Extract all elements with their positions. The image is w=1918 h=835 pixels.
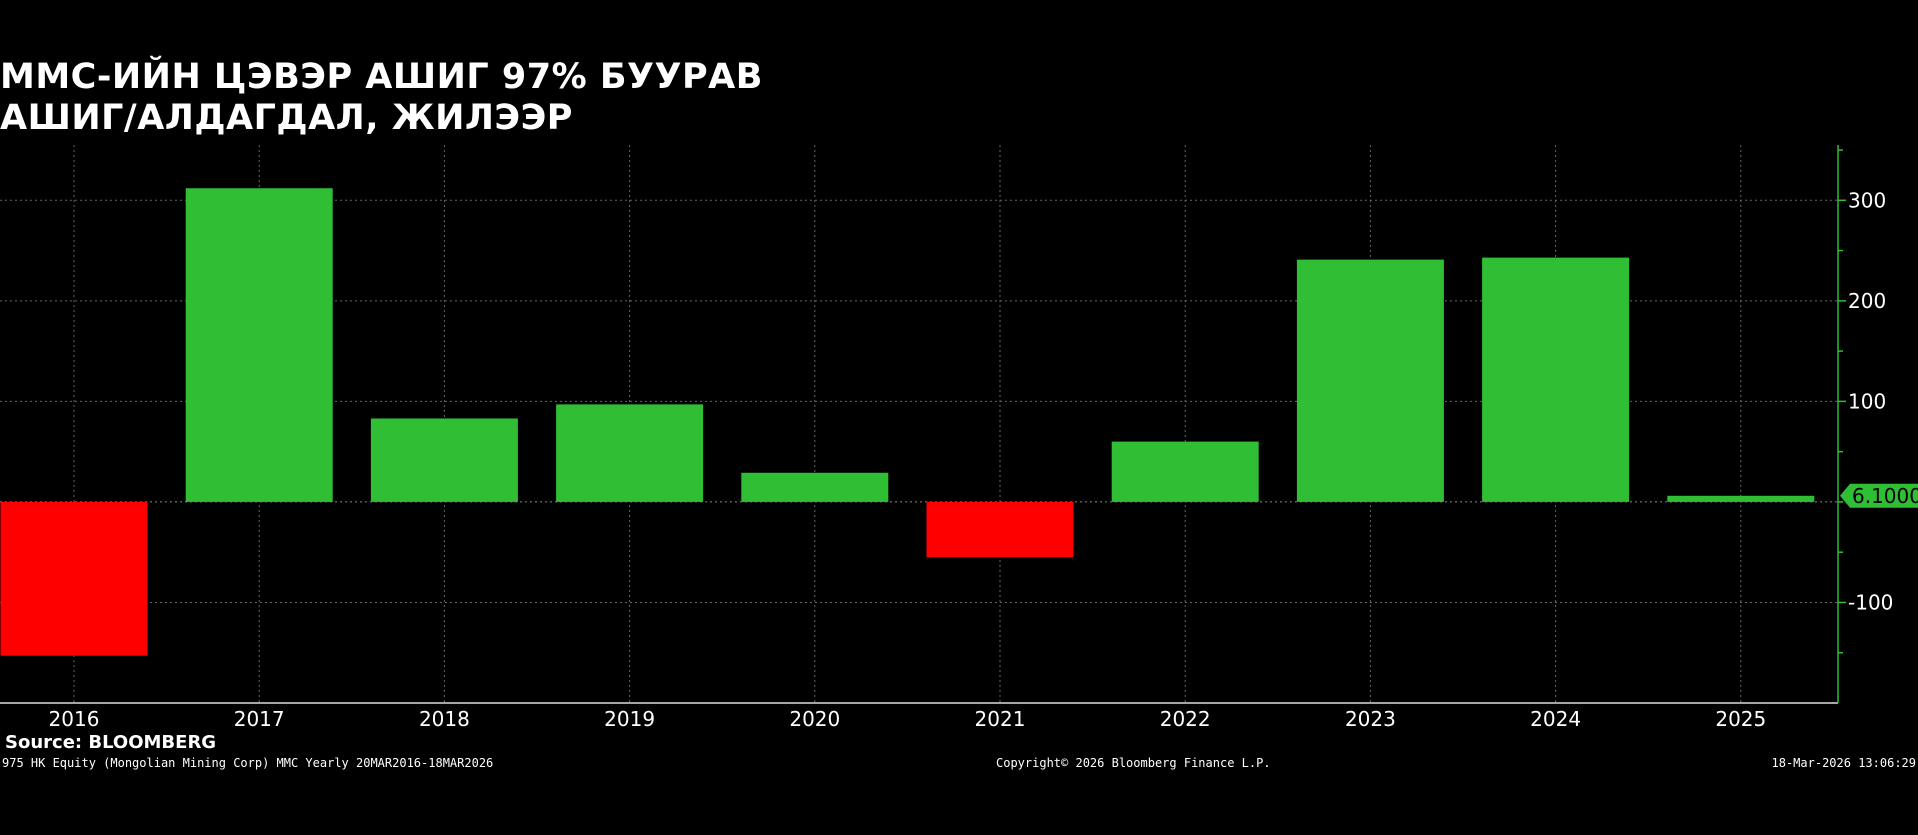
- bar-2017: [185, 188, 333, 502]
- bar-2024: [1482, 257, 1630, 502]
- y-tick-label: 200: [1848, 289, 1886, 313]
- x-tick-label: 2025: [1715, 707, 1766, 731]
- last-value-label: 6.1000: [1852, 484, 1918, 508]
- x-tick-label: 2017: [234, 707, 285, 731]
- bar-2018: [370, 418, 518, 502]
- y-tick-label: 100: [1848, 389, 1886, 413]
- chart-subtitle: АШИГ/АЛДАГДАЛ, ЖИЛЭЭР: [0, 98, 573, 138]
- y-tick-label: 300: [1848, 188, 1886, 212]
- footer-ticker-info: 975 HK Equity (Mongolian Mining Corp) MM…: [2, 756, 494, 770]
- x-tick-label: 2021: [975, 707, 1026, 731]
- footer-copyright: Copyright© 2026 Bloomberg Finance L.P.: [996, 756, 1271, 770]
- bar-2025: [1667, 495, 1815, 502]
- chart-title: ММС-ИЙН ЦЭВЭР АШИГ 97% БУУРАВ: [0, 57, 763, 97]
- x-tick-label: 2022: [1160, 707, 1211, 731]
- x-tick-label: 2023: [1345, 707, 1396, 731]
- bar-2020: [741, 472, 889, 502]
- bar-2023: [1296, 259, 1444, 502]
- source-label: Source: BLOOMBERG: [5, 732, 217, 753]
- bar-2022: [1111, 441, 1259, 502]
- x-tick-label: 2024: [1530, 707, 1581, 731]
- bar-2021: [926, 501, 1074, 558]
- x-tick-label: 2019: [604, 707, 655, 731]
- x-tick-label: 2018: [419, 707, 470, 731]
- bar-2019: [556, 404, 704, 502]
- y-tick-label: -100: [1848, 590, 1893, 614]
- x-tick-label: 2016: [49, 707, 100, 731]
- footer-timestamp: 18-Mar-2026 13:06:29: [1771, 756, 1917, 770]
- last-value-marker: [1840, 483, 1918, 508]
- x-tick-label: 2020: [789, 707, 840, 731]
- bar-2016: [0, 501, 148, 656]
